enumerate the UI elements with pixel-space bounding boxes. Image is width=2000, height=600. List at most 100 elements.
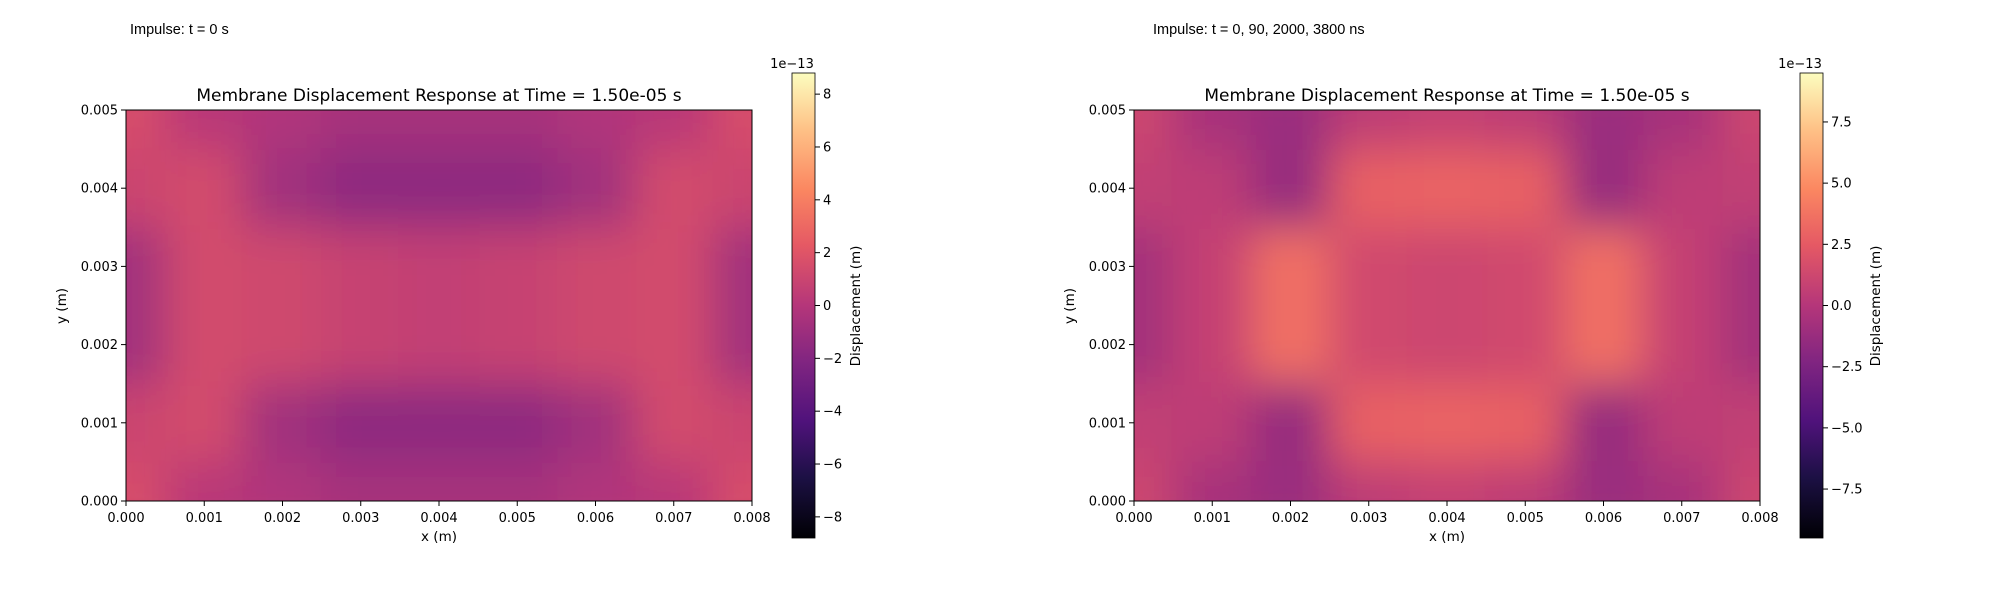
right-chart-title: Membrane Displacement Response at Time =… bbox=[1204, 86, 1689, 106]
left-x-axis-ticks: 0.000 0.001 0.002 0.003 0.004 0.005 0.006 0.007… bbox=[107, 501, 771, 526]
right-y-axis-label: y (m) bbox=[1062, 288, 1078, 324]
y-tick-label: 0.002 bbox=[81, 338, 118, 353]
left-y-axis-ticks: 0.000 0.001 0.002 0.003 0.004 0.005 bbox=[81, 104, 126, 510]
heatmap-cell bbox=[556, 305, 635, 384]
heatmap-cell bbox=[1173, 305, 1252, 384]
heatmap-cell bbox=[399, 461, 479, 501]
colorbar-tick-label: −6 bbox=[823, 458, 842, 473]
heatmap-cell bbox=[556, 149, 635, 228]
left-colorbar-ticks: −8 −6 −4 −2 0 2 4 6 8 bbox=[815, 88, 842, 525]
x-tick-label: 0.002 bbox=[264, 511, 301, 526]
heatmap-cell bbox=[1564, 461, 1643, 501]
heatmap-cell bbox=[1134, 461, 1174, 501]
colorbar-tick-label: 2 bbox=[823, 246, 831, 261]
heatmap-cell bbox=[165, 110, 244, 150]
heatmap-cell bbox=[165, 149, 244, 228]
heatmap-cell bbox=[1173, 227, 1252, 306]
heatmap-cell bbox=[634, 149, 713, 228]
heatmap-cell bbox=[1329, 149, 1408, 228]
x-tick-label: 0.002 bbox=[1272, 511, 1309, 526]
x-tick-label: 0.003 bbox=[342, 511, 379, 526]
colorbar-tick-label: 0.0 bbox=[1831, 299, 1852, 314]
heatmap-cell bbox=[1173, 149, 1252, 228]
heatmap-cell bbox=[1251, 461, 1330, 501]
heatmap-cell bbox=[1564, 227, 1643, 306]
heatmap-cell bbox=[1486, 461, 1565, 501]
right-heatmap bbox=[1134, 110, 1760, 501]
heatmap-cell bbox=[126, 110, 166, 150]
heatmap-cell bbox=[1251, 305, 1330, 384]
heatmap-cell bbox=[1642, 305, 1721, 384]
heatmap-cell bbox=[1486, 383, 1565, 462]
heatmap-cell bbox=[243, 110, 322, 150]
heatmap-cell bbox=[243, 383, 322, 462]
right-colorbar-scale-label: 1e−13 bbox=[1778, 57, 1822, 72]
heatmap-cell bbox=[556, 110, 635, 150]
colorbar-tick-label: 7.5 bbox=[1831, 115, 1852, 130]
y-tick-label: 0.004 bbox=[81, 182, 118, 197]
left-x-axis-label: x (m) bbox=[421, 529, 457, 545]
heatmap-cell bbox=[1642, 383, 1721, 462]
heatmap-cell bbox=[1407, 305, 1487, 384]
heatmap-cell bbox=[165, 227, 244, 306]
x-tick-label: 0.008 bbox=[733, 511, 770, 526]
heatmap-cell bbox=[1720, 461, 1760, 501]
right-impulse-caption: Impulse: t = 0, 90, 2000, 3800 ns bbox=[1153, 22, 1365, 38]
heatmap-cell bbox=[712, 305, 752, 384]
x-tick-label: 0.003 bbox=[1350, 511, 1387, 526]
left-colorbar: 1e−13 −8 −6 −4 −2 0 2 4 6 8 Displacement (m) bbox=[770, 57, 864, 539]
left-chart-title: Membrane Displacement Response at Time =… bbox=[196, 86, 681, 106]
right-x-axis-label: x (m) bbox=[1429, 529, 1465, 545]
heatmap-cell bbox=[712, 461, 752, 501]
y-tick-label: 0.005 bbox=[1089, 104, 1126, 119]
heatmap-cell bbox=[1134, 227, 1174, 306]
heatmap-cell bbox=[1407, 383, 1487, 462]
heatmap-cell bbox=[634, 461, 713, 501]
colorbar-tick-label: 2.5 bbox=[1831, 238, 1852, 253]
colorbar-tick-label: −8 bbox=[823, 510, 842, 525]
x-tick-label: 0.000 bbox=[107, 511, 144, 526]
heatmap-cell bbox=[634, 383, 713, 462]
heatmap-cell bbox=[1173, 383, 1252, 462]
y-tick-label: 0.000 bbox=[81, 495, 118, 510]
heatmap-cell bbox=[1251, 149, 1330, 228]
heatmap-cell bbox=[1642, 227, 1721, 306]
heatmap-cell bbox=[165, 383, 244, 462]
heatmap-cell bbox=[1407, 461, 1487, 501]
x-tick-label: 0.005 bbox=[499, 511, 536, 526]
heatmap-cell bbox=[243, 305, 322, 384]
heatmap-cell bbox=[126, 461, 166, 501]
heatmap-cell bbox=[712, 110, 752, 150]
heatmap-cell bbox=[1134, 305, 1174, 384]
x-tick-label: 0.004 bbox=[1428, 511, 1465, 526]
heatmap-cell bbox=[1720, 383, 1760, 462]
heatmap-cell bbox=[1329, 461, 1408, 501]
heatmap-cell bbox=[126, 227, 166, 306]
heatmap-cell bbox=[1251, 227, 1330, 306]
y-tick-label: 0.004 bbox=[1089, 182, 1126, 197]
left-colorbar-label: Displacement (m) bbox=[848, 246, 864, 367]
heatmap-cell bbox=[478, 227, 557, 306]
heatmap-cell bbox=[1251, 383, 1330, 462]
heatmap-cell bbox=[321, 305, 400, 384]
colorbar-tick-label: 0 bbox=[823, 299, 831, 314]
x-tick-label: 0.007 bbox=[1663, 511, 1700, 526]
colorbar-tick-label: 5.0 bbox=[1831, 177, 1852, 192]
y-tick-label: 0.002 bbox=[1089, 338, 1126, 353]
heatmap-cell bbox=[321, 149, 400, 228]
heatmap-cell bbox=[1329, 305, 1408, 384]
right-colorbar-ticks: −7.5 −5.0 −2.5 0.0 2.5 5.0 7.5 bbox=[1823, 115, 1863, 498]
colorbar-tick-label: −4 bbox=[823, 405, 842, 420]
left-colorbar-gradient bbox=[792, 73, 815, 538]
heatmap-cell bbox=[712, 227, 752, 306]
heatmap-cell bbox=[1564, 149, 1643, 228]
y-tick-label: 0.005 bbox=[81, 104, 118, 119]
x-tick-label: 0.000 bbox=[1115, 511, 1152, 526]
heatmap-cell bbox=[1329, 227, 1408, 306]
heatmap-cell bbox=[321, 383, 400, 462]
heatmap-cell bbox=[634, 110, 713, 150]
heatmap-cell bbox=[1486, 110, 1565, 150]
x-tick-label: 0.001 bbox=[186, 511, 223, 526]
heatmap-cell bbox=[556, 461, 635, 501]
right-colorbar-label: Displacement (m) bbox=[1868, 246, 1884, 367]
